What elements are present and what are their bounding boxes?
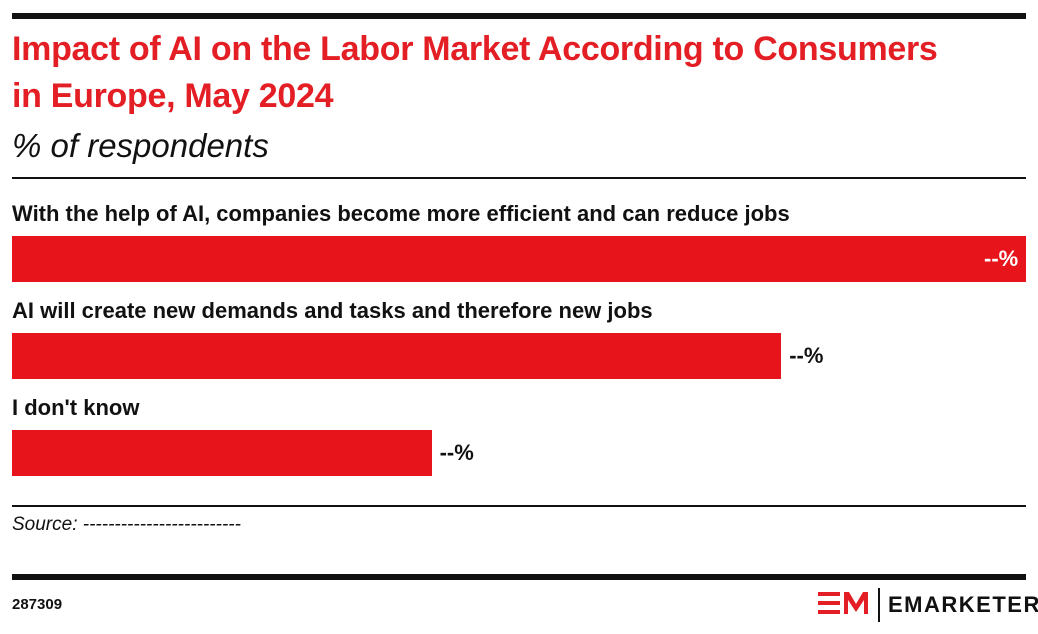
logo-mark [818, 588, 880, 622]
category-label: I don't know [12, 395, 140, 420]
source-rule [12, 505, 1026, 507]
bar [12, 430, 432, 476]
source: Source: ------------------------- [12, 514, 241, 535]
value-label: --% [439, 440, 474, 465]
value-label: --% [984, 246, 1019, 271]
footer-rule [12, 574, 1026, 580]
chart-id: 287309 [12, 596, 63, 613]
chart-title: Impact of AI on the Labor Market Accordi… [12, 30, 938, 115]
value-label: --% [789, 343, 824, 368]
top-rule [12, 13, 1026, 19]
chart-subtitle: % of respondents [12, 127, 269, 164]
brand: EMARKETER [888, 592, 1038, 617]
bar [12, 333, 782, 379]
bar [12, 236, 1026, 282]
header-rule [12, 177, 1026, 179]
category-label: With the help of AI, companies become mo… [12, 201, 790, 226]
category-label: AI will create new demands and tasks and… [12, 298, 653, 323]
